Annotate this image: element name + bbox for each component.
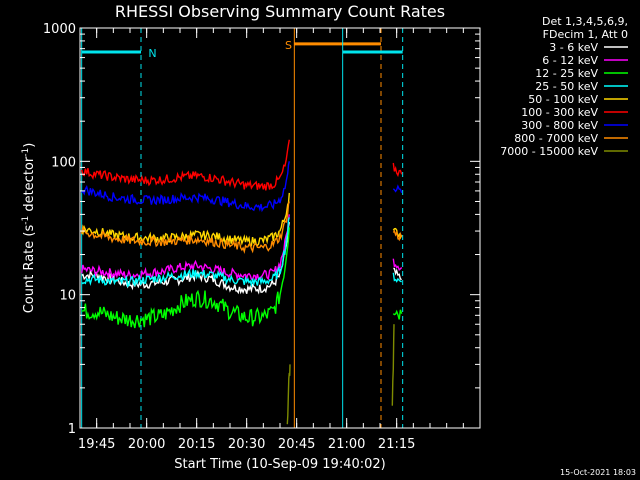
legend-entry-label: 50 - 100 keV bbox=[528, 93, 598, 106]
flag-label: S bbox=[285, 39, 292, 52]
series-line bbox=[392, 162, 403, 178]
legend-entry-label: 3 - 6 keV bbox=[549, 41, 598, 54]
x-tick-label: 19:45 bbox=[78, 437, 115, 452]
flag-layer: NS bbox=[81, 28, 404, 428]
x-axis-label: Start Time (10-Sep-09 19:40:02) bbox=[174, 457, 385, 472]
legend-entry-label: 6 - 12 keV bbox=[542, 54, 598, 67]
series-line bbox=[391, 324, 395, 406]
series-line bbox=[81, 227, 290, 329]
series-line bbox=[393, 267, 402, 281]
series-line bbox=[81, 201, 290, 254]
y-tick-label: 1000 bbox=[43, 22, 76, 37]
x-tick-label: 20:00 bbox=[128, 437, 165, 452]
series-line bbox=[392, 258, 403, 271]
legend-header: Det 1,3,4,5,6,9, bbox=[542, 15, 628, 28]
x-tick-label: 21:15 bbox=[378, 437, 415, 452]
legend-header: FDecim 1, Att 0 bbox=[543, 28, 628, 41]
series-line bbox=[392, 309, 403, 320]
legend-entry-label: 25 - 50 keV bbox=[535, 80, 598, 93]
series-line bbox=[392, 229, 403, 242]
y-tick-label: 100 bbox=[51, 155, 76, 170]
legend: Det 1,3,4,5,6,9,FDecim 1, Att 03 - 6 keV… bbox=[500, 15, 628, 158]
series-line bbox=[392, 272, 402, 283]
series-line bbox=[286, 364, 291, 425]
y-tick-label: 10 bbox=[59, 289, 76, 304]
x-tick-label: 21:00 bbox=[328, 437, 365, 452]
legend-entry-label: 100 - 300 keV bbox=[521, 106, 598, 119]
flag-label: N bbox=[148, 47, 156, 60]
legend-entry-label: 800 - 7000 keV bbox=[514, 132, 598, 145]
series-line bbox=[81, 217, 290, 288]
series-line bbox=[81, 161, 290, 213]
series-line bbox=[81, 192, 290, 247]
x-tick-label: 20:15 bbox=[178, 437, 215, 452]
legend-entry-label: 7000 - 15000 keV bbox=[500, 145, 598, 158]
x-tick-label: 20:30 bbox=[228, 437, 265, 452]
y-axis-label: Count Rate (s-1 detector-1) bbox=[21, 143, 37, 314]
series-layer bbox=[81, 139, 403, 425]
legend-entry-label: 300 - 800 keV bbox=[521, 119, 598, 132]
plot-frame bbox=[79, 27, 481, 429]
chart-title: RHESSI Observing Summary Count Rates bbox=[115, 2, 445, 21]
series-line bbox=[81, 214, 290, 281]
x-tick-label: 20:45 bbox=[278, 437, 315, 452]
legend-entry-label: 12 - 25 keV bbox=[535, 67, 598, 80]
y-tick-label: 1 bbox=[68, 422, 76, 437]
series-line bbox=[81, 139, 290, 191]
axes-layer: 1 10 100 1000 19:45 20:00 20:15 20:30 20:45 21:00… bbox=[43, 22, 481, 452]
series-line bbox=[392, 184, 403, 194]
timestamp: 15-Oct-2021 18:03 bbox=[560, 468, 636, 477]
